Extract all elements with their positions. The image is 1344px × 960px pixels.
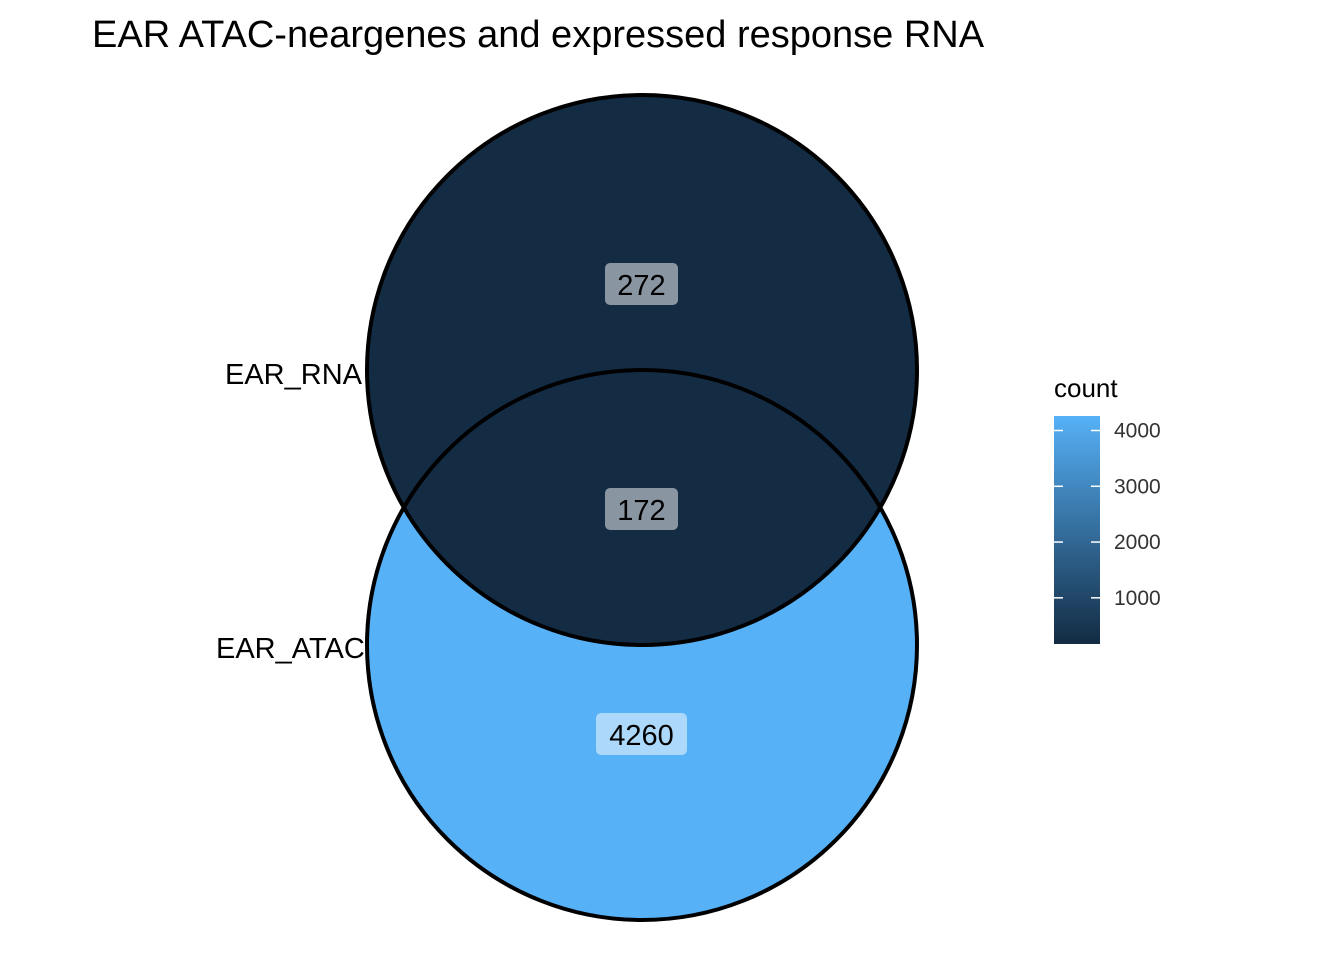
count-label-rna-only: 272 xyxy=(617,270,665,302)
region-intersection xyxy=(367,370,917,645)
diagram-title: EAR ATAC-neargenes and expressed respons… xyxy=(92,14,985,56)
count-label-atac-only: 4260 xyxy=(609,720,674,752)
outline-atac xyxy=(365,368,919,922)
venn-outlines xyxy=(365,93,919,922)
legend-ticks: 1000 2000 3000 4000 xyxy=(1054,420,1161,610)
set-label-rna: EAR_RNA xyxy=(225,359,363,391)
set-label-atac: EAR_ATAC xyxy=(216,633,365,665)
region-count-rna-only: 272 xyxy=(605,263,678,305)
count-box-rna-only xyxy=(605,263,678,305)
count-box-atac-only xyxy=(596,713,687,755)
legend-tick-label: 3000 xyxy=(1114,475,1161,498)
outline-rna xyxy=(365,93,919,647)
legend: count 1000 2000 3000 4000 xyxy=(1054,373,1161,644)
legend-colorbar xyxy=(1054,416,1100,644)
legend-tick-label: 1000 xyxy=(1114,587,1161,610)
legend-tick-label: 2000 xyxy=(1114,531,1161,554)
region-count-atac-only: 4260 xyxy=(596,713,687,755)
count-label-intersection: 172 xyxy=(617,495,665,527)
legend-tick-label: 4000 xyxy=(1114,420,1161,443)
count-box-intersection xyxy=(605,488,678,530)
legend-title: count xyxy=(1054,373,1118,403)
region-count-intersection: 172 xyxy=(605,488,678,530)
